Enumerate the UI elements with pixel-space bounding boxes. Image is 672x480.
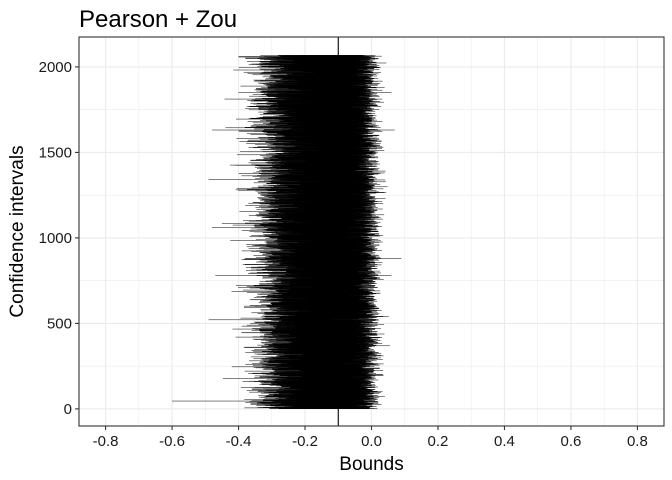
y-tick-label: 2000 — [39, 59, 72, 76]
x-tick-label: 0.0 — [361, 433, 382, 450]
confidence-intervals — [172, 55, 402, 409]
y-axis: 0 500 1000 1500 2000 — [39, 59, 79, 418]
x-axis-title: Bounds — [339, 454, 403, 475]
x-tick-label: -0.2 — [292, 433, 318, 450]
y-tick-label: 500 — [47, 315, 72, 332]
x-tick-label: -0.8 — [93, 433, 119, 450]
x-tick-label: 0.8 — [627, 433, 648, 450]
x-tick-label: 0.2 — [428, 433, 449, 450]
x-tick-label: 0.4 — [494, 433, 515, 450]
y-tick-label: 1000 — [39, 230, 72, 247]
y-tick-label: 1500 — [39, 144, 72, 161]
x-tick-label: -0.4 — [226, 433, 252, 450]
x-tick-label: -0.6 — [159, 433, 185, 450]
interval-segments — [172, 55, 402, 409]
chart-title: Pearson + Zou — [79, 6, 237, 33]
x-axis: -0.8 -0.6 -0.4 -0.2 0.0 0.2 0.4 0.6 0.8 — [93, 426, 648, 450]
y-tick-label: 0 — [64, 401, 72, 418]
y-axis-title: Confidence intervals — [7, 145, 28, 317]
x-tick-label: 0.6 — [561, 433, 582, 450]
